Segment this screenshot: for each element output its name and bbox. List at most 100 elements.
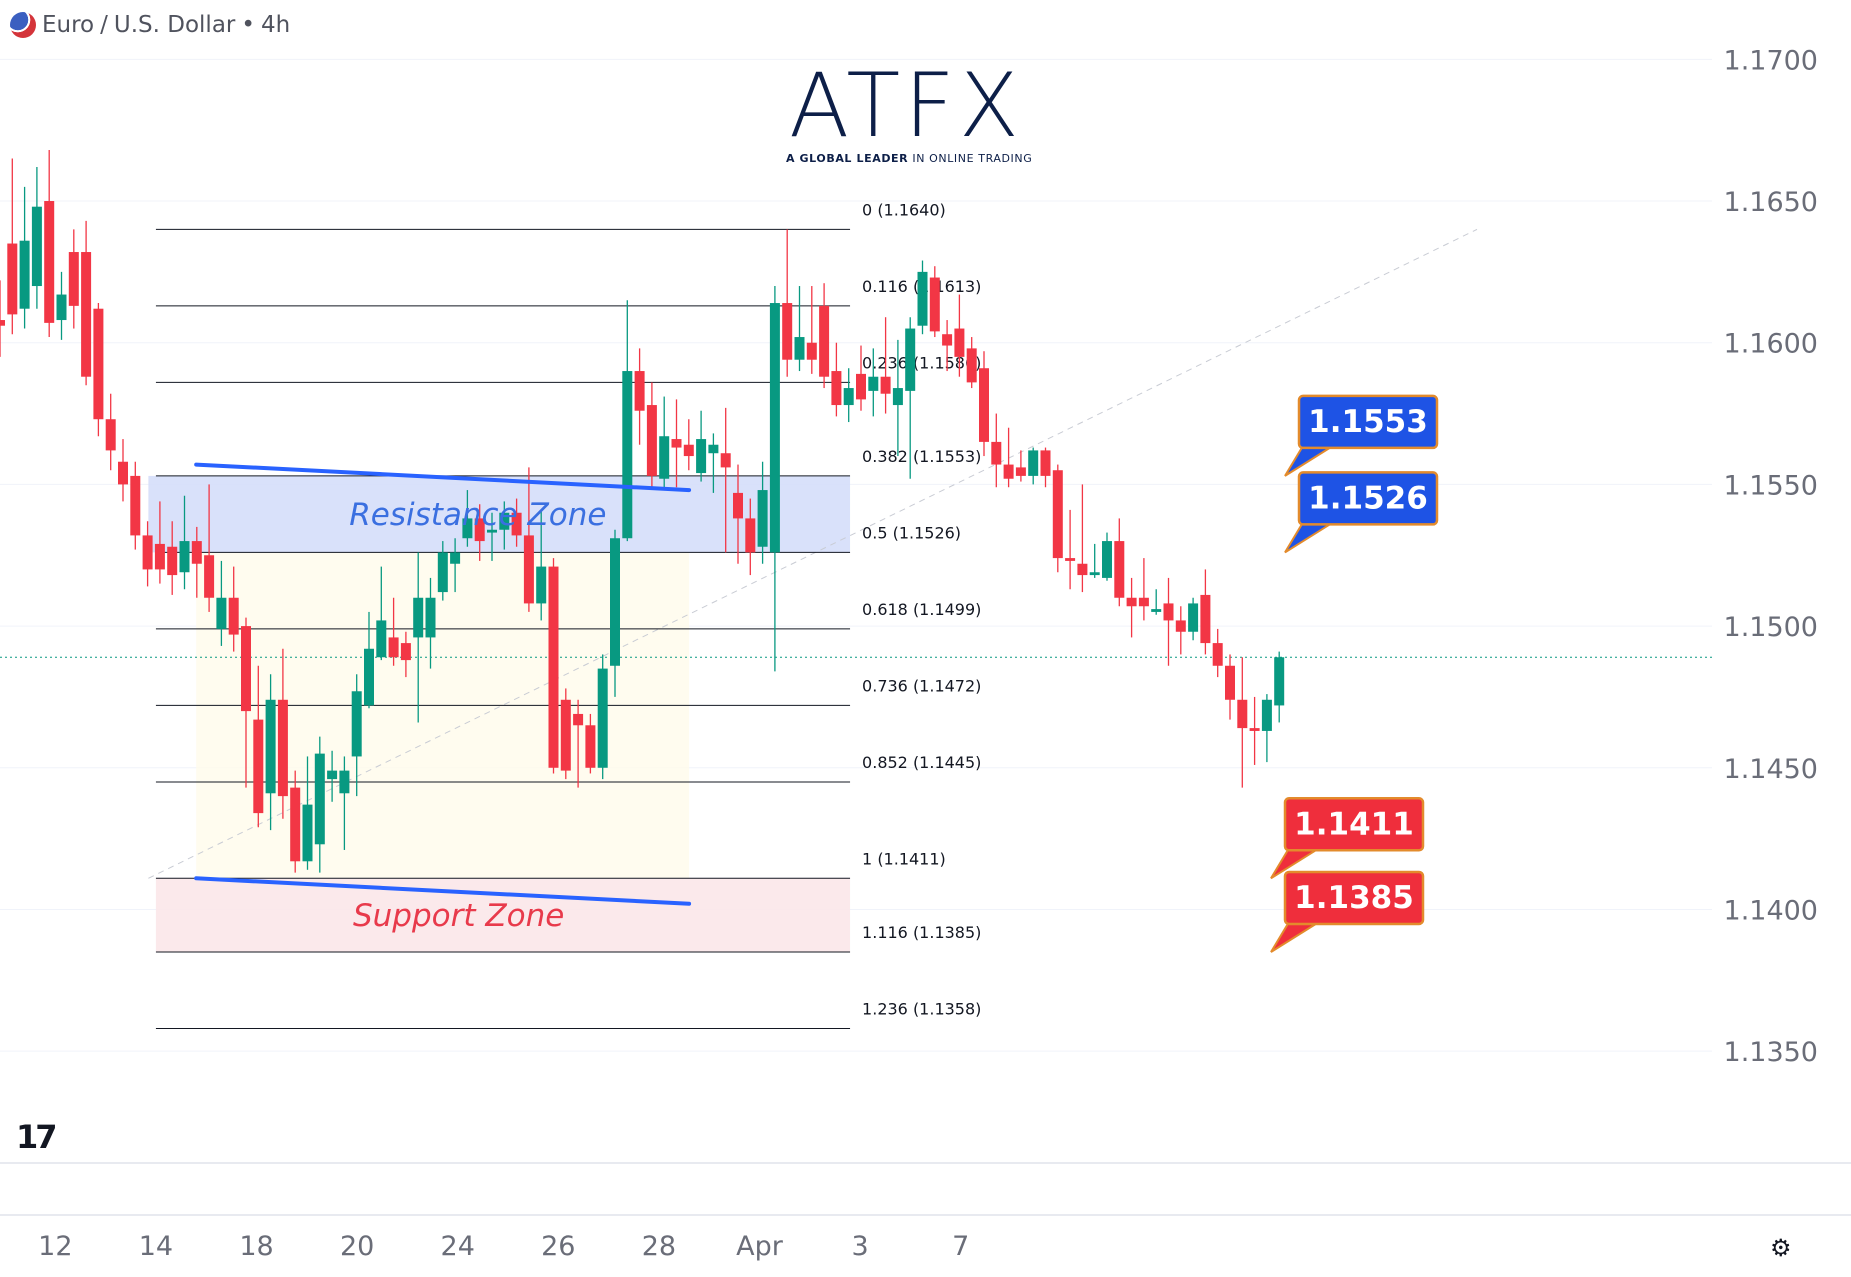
- candle: [105, 393, 116, 471]
- candle-body: [228, 597, 239, 635]
- fib-level-label: 0.618 (1.1499): [862, 600, 981, 619]
- candle: [573, 699, 584, 788]
- candle-body: [1200, 594, 1211, 644]
- candle-body: [105, 419, 116, 451]
- candle-body: [0, 320, 5, 326]
- candle-body: [364, 648, 374, 706]
- candle: [228, 566, 239, 652]
- candle: [118, 439, 128, 502]
- fib-level-label: 1.116 (1.1385): [862, 923, 981, 942]
- candle: [1089, 543, 1100, 578]
- price-callout: 1.1411: [1270, 797, 1425, 880]
- candle: [634, 348, 645, 445]
- candle-body: [191, 541, 202, 564]
- candle-body: [167, 546, 178, 576]
- candle-body: [499, 512, 510, 530]
- candle-body: [659, 436, 670, 479]
- candle: [1114, 518, 1125, 607]
- candle: [683, 419, 694, 471]
- candle: [979, 351, 989, 457]
- candle: [56, 271, 67, 340]
- tradingview-logo[interactable]: 17: [16, 1118, 57, 1156]
- candle: [7, 158, 18, 335]
- candle-body: [81, 252, 92, 377]
- atfx-logo: ATFX A GLOBAL LEADER IN ONLINE TRADING: [786, 62, 1032, 166]
- candle: [253, 665, 264, 828]
- candle-body: [130, 475, 141, 536]
- callout-box: [1297, 471, 1439, 526]
- candle: [68, 229, 79, 329]
- candle-body: [1274, 657, 1285, 706]
- candle-body: [856, 373, 866, 400]
- x-tick-label: 18: [239, 1231, 273, 1262]
- logo-tagline: A GLOBAL LEADER IN ONLINE TRADING: [786, 152, 1032, 165]
- candle-body: [745, 518, 756, 553]
- candle-body: [462, 518, 473, 539]
- price-callout: 1.1553: [1284, 394, 1439, 477]
- candle: [290, 770, 301, 873]
- callout-price: 1.1411: [1294, 806, 1414, 842]
- candle-body: [290, 787, 301, 862]
- candle: [745, 498, 756, 576]
- candle: [1138, 558, 1149, 621]
- candle: [487, 512, 497, 561]
- x-tick-label: 24: [441, 1231, 475, 1262]
- candle-body: [56, 294, 67, 321]
- candle: [868, 348, 879, 417]
- candle: [757, 461, 768, 564]
- candle-body: [19, 240, 30, 309]
- candle: [19, 186, 30, 329]
- candle-body: [351, 691, 362, 757]
- candle-body: [917, 271, 928, 326]
- x-tick-label: 28: [642, 1231, 676, 1262]
- candle: [1212, 628, 1223, 678]
- y-tick-label: 1.1400: [1724, 895, 1818, 926]
- candle-body: [154, 543, 165, 570]
- candle-body: [1102, 541, 1112, 578]
- x-tick-label: 7: [952, 1231, 969, 1262]
- x-tick-label: 26: [541, 1231, 575, 1262]
- candle: [806, 286, 817, 374]
- candle-body: [769, 303, 780, 553]
- candle-body: [892, 388, 903, 406]
- y-tick-label: 1.1500: [1724, 612, 1818, 643]
- candle: [474, 504, 485, 561]
- candle: [536, 509, 547, 621]
- candle-body: [1225, 665, 1235, 700]
- candle: [0, 280, 5, 357]
- candle-body: [265, 699, 276, 794]
- candle: [339, 756, 350, 850]
- candle: [1237, 657, 1248, 788]
- candle: [413, 552, 424, 723]
- y-tick-label: 1.1550: [1724, 470, 1818, 501]
- candle-body: [302, 804, 313, 862]
- trend-line: [194, 462, 692, 493]
- candle: [696, 410, 707, 482]
- candle-body: [610, 538, 620, 666]
- candle: [1163, 577, 1174, 666]
- candle-body: [979, 368, 989, 442]
- candle: [31, 167, 42, 309]
- candle: [548, 558, 559, 774]
- candle: [560, 688, 571, 780]
- candle: [856, 345, 866, 411]
- candle-body: [142, 535, 153, 570]
- candle-body: [560, 699, 571, 771]
- candle: [376, 566, 387, 661]
- candle-body: [831, 371, 842, 406]
- candle-body: [511, 512, 522, 536]
- candle: [843, 368, 854, 423]
- candle: [1040, 447, 1051, 488]
- settings-icon[interactable]: ⚙: [1770, 1235, 1792, 1262]
- candle-body: [597, 668, 608, 768]
- fib-level-label: 0.852 (1.1445): [862, 753, 981, 772]
- quote-name[interactable]: U.S. Dollar: [113, 12, 236, 38]
- callout-price: 1.1385: [1294, 880, 1414, 916]
- interval-label[interactable]: 4h: [260, 12, 291, 38]
- x-tick-label: 3: [852, 1231, 869, 1262]
- candle: [154, 501, 165, 584]
- candle-body: [942, 334, 953, 346]
- symbol-name[interactable]: Euro: [42, 12, 95, 38]
- candle: [1102, 532, 1112, 581]
